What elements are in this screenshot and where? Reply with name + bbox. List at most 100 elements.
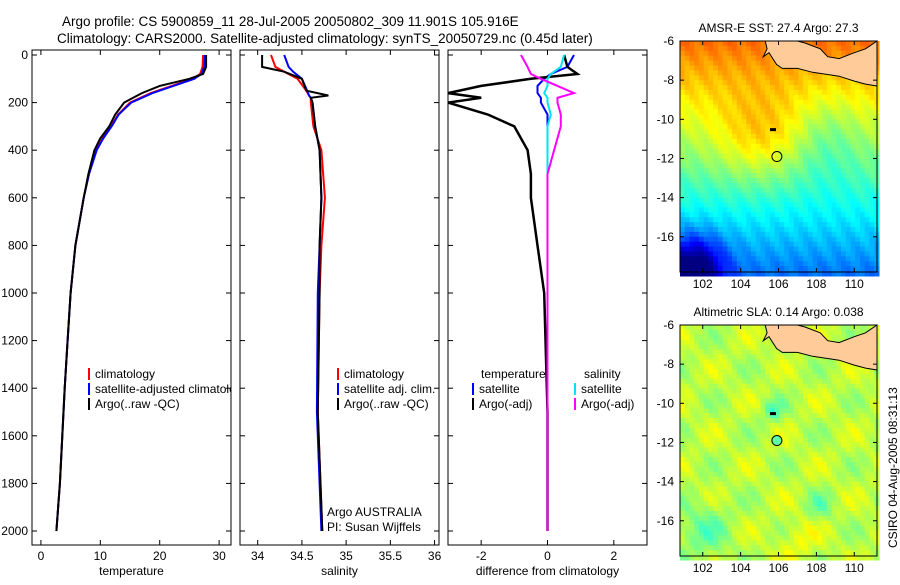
map-cell	[751, 178, 757, 184]
map-cell	[845, 241, 851, 248]
map-cell	[751, 535, 757, 541]
map-cell	[817, 168, 823, 174]
map-cell	[822, 447, 828, 453]
map-cell	[755, 325, 762, 331]
map-cell	[703, 540, 709, 546]
map-cell	[727, 251, 733, 257]
map-cell	[860, 251, 866, 257]
map-cell	[860, 373, 866, 380]
map-cell	[774, 545, 780, 551]
map-cell	[741, 124, 747, 130]
map-cell	[717, 197, 724, 204]
map-cell	[869, 408, 875, 414]
map-cell	[841, 85, 847, 91]
map-cell	[684, 182, 690, 189]
map-cell	[845, 119, 851, 125]
map-cell	[694, 143, 700, 150]
map-cell	[836, 378, 842, 385]
map-cell	[722, 383, 728, 390]
map-cell	[826, 173, 833, 179]
map-cell	[684, 143, 690, 150]
map-cell	[803, 85, 809, 91]
map-cell	[732, 143, 738, 150]
map-cell	[770, 511, 776, 517]
map-cell	[741, 354, 747, 360]
map-cell	[855, 153, 861, 160]
map-cell	[689, 153, 695, 160]
map-cell	[684, 41, 690, 47]
map-cell	[798, 437, 804, 444]
map-cell	[812, 373, 818, 380]
map-cell	[684, 427, 690, 434]
map-cell	[841, 104, 847, 111]
map-cell	[836, 173, 842, 179]
map-cell	[765, 153, 771, 160]
map-cell	[807, 227, 814, 233]
map-cell	[765, 398, 771, 404]
map-cell	[860, 89, 866, 96]
map-cell	[779, 520, 785, 527]
map-cell	[850, 187, 856, 194]
map-cell	[680, 442, 686, 448]
map-cell	[703, 158, 709, 164]
map-cell	[770, 520, 776, 527]
map-cell	[770, 89, 776, 96]
map-cell	[684, 413, 690, 419]
map-cell	[698, 329, 705, 336]
map-cell	[779, 94, 785, 101]
map-cell	[751, 60, 757, 67]
map-cell	[860, 457, 866, 463]
map-cell	[760, 45, 766, 52]
map-cell	[684, 491, 690, 497]
map-cell	[689, 369, 695, 375]
map-cell	[703, 109, 709, 115]
map-cell	[680, 486, 686, 492]
map-cell	[793, 555, 799, 561]
map-cell	[807, 462, 814, 468]
map-cell	[736, 432, 743, 439]
map-cell	[803, 104, 809, 111]
map-cell	[703, 329, 709, 336]
map-cell	[722, 163, 728, 169]
map-cell	[689, 207, 695, 213]
map-cell	[713, 364, 719, 370]
map-cell	[746, 462, 752, 468]
map-cell	[751, 432, 757, 439]
map-cell	[732, 535, 738, 541]
map-cell	[869, 178, 875, 184]
map-cell	[850, 256, 856, 262]
map-cell	[784, 403, 790, 409]
map-cell	[760, 222, 766, 228]
map-cell	[708, 373, 714, 380]
map-cell	[765, 344, 771, 351]
map-cell	[708, 422, 714, 429]
map-cell	[694, 192, 700, 199]
map-cell	[727, 378, 733, 385]
map-cell	[751, 114, 757, 120]
float-program-label: Argo AUSTRALIA	[327, 505, 422, 519]
map-cell	[736, 339, 743, 346]
map-cell	[860, 471, 866, 478]
map-cell	[855, 41, 861, 47]
map-cell	[793, 452, 799, 458]
map-cell	[845, 41, 851, 47]
map-cell	[798, 545, 804, 551]
map-cell	[746, 65, 752, 71]
map-cell	[760, 119, 766, 125]
map-cell	[760, 182, 766, 189]
map-cell	[694, 124, 700, 130]
map-cell	[765, 60, 771, 67]
map-cell	[727, 222, 733, 228]
map-cell	[751, 462, 757, 468]
map-cell	[717, 427, 724, 434]
map-cell	[717, 530, 724, 537]
map-cell	[746, 364, 752, 370]
map-cell	[741, 271, 747, 277]
map-cell	[798, 85, 804, 91]
map-cell	[855, 369, 861, 375]
map-cell	[836, 80, 842, 86]
map-cell	[727, 114, 733, 120]
map-cell	[751, 231, 757, 238]
map-cell	[788, 231, 795, 238]
map-cell	[694, 89, 700, 96]
